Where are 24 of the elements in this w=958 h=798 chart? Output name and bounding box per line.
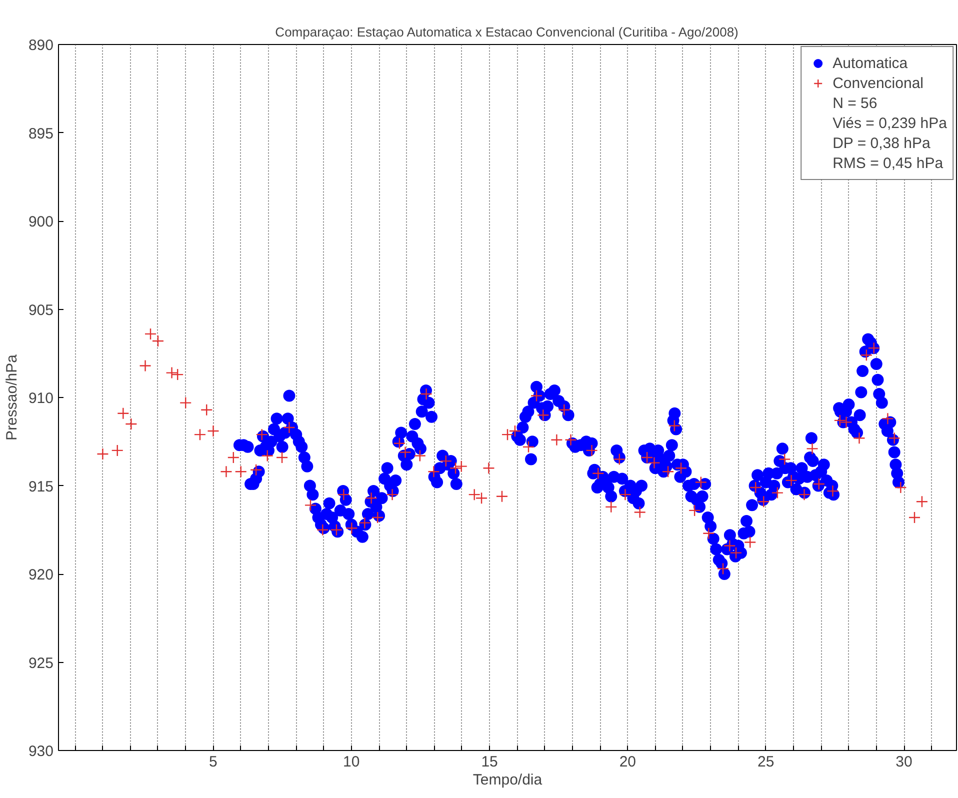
y-tick-label: 930 (28, 743, 54, 760)
legend-label: Convencional (832, 74, 924, 92)
x-tick-label: 5 (209, 754, 218, 770)
y-tick-label: 895 (28, 125, 54, 142)
chart-title: Comparaçao: Estaçao Automatica x Estacao Convencional (Curitiba - Ago/2008) (275, 24, 738, 40)
y-tick-label: 915 (28, 478, 54, 496)
x-tick-label: 25 (758, 754, 774, 770)
y-tick-label: 910 (28, 390, 54, 407)
x-tick-label: 20 (619, 754, 636, 770)
y-tick-label: 900 (28, 214, 54, 230)
y-axis-title: Pressao/hPa (3, 354, 20, 440)
annotation: DP = 0,38 hPa (832, 134, 930, 152)
x-axis-title: Tempo/dia (472, 772, 543, 788)
x-tick-label: 10 (343, 754, 360, 770)
y-tick-label: 905 (28, 302, 54, 319)
annotation: RMS = 0,45 hPa (832, 154, 944, 172)
annotation: Viés = 0,239 hPa (832, 114, 947, 132)
legend-label: Automatica (832, 54, 908, 72)
x-tick-label: 15 (481, 754, 498, 770)
annotation: N = 56 (832, 94, 878, 112)
x-tick-label: 30 (896, 754, 912, 770)
y-tick-label: 890 (28, 37, 54, 54)
y-tick-label: 925 (28, 654, 54, 672)
y-tick-label: 920 (28, 566, 54, 584)
